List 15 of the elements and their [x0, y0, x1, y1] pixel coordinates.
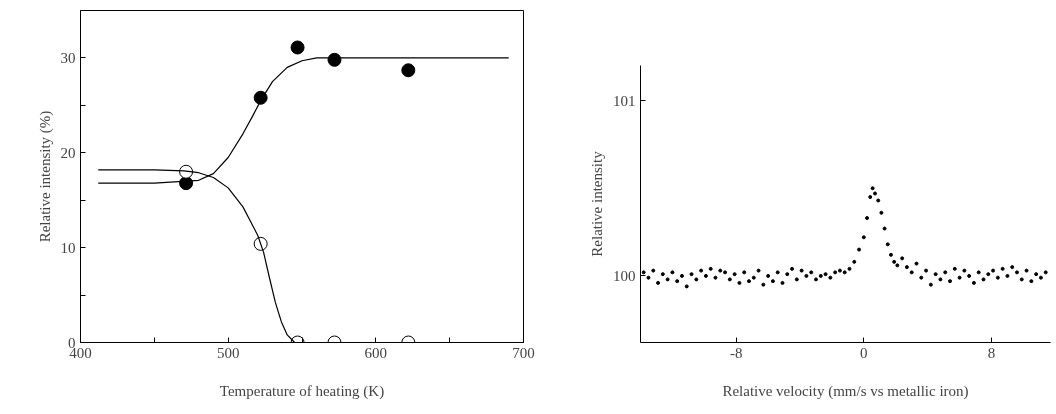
y-tick-label: 30 — [60, 49, 76, 66]
x-axis-title: Relative velocity (mm/s vs metallic iron) — [722, 382, 969, 400]
y-tick-label: 100 — [613, 267, 636, 284]
x-tick-label: 600 — [364, 344, 388, 361]
y-axis-title: Relative intensity — [589, 150, 605, 257]
x-tick-label: 8 — [987, 344, 996, 361]
y-tick-label: 101 — [613, 92, 636, 109]
x-tick-label: 500 — [216, 344, 240, 361]
y-tick-label: 20 — [60, 144, 76, 161]
y-axis-title: Relative intensity (%) — [36, 110, 54, 243]
x-tick-label: 700 — [512, 344, 535, 361]
x-axis-title: Temperature of heating (K) — [219, 382, 385, 400]
x-tick-label: -8 — [729, 344, 743, 361]
x-tick-label: 0 — [860, 344, 868, 361]
y-tick-label: 10 — [60, 239, 76, 256]
